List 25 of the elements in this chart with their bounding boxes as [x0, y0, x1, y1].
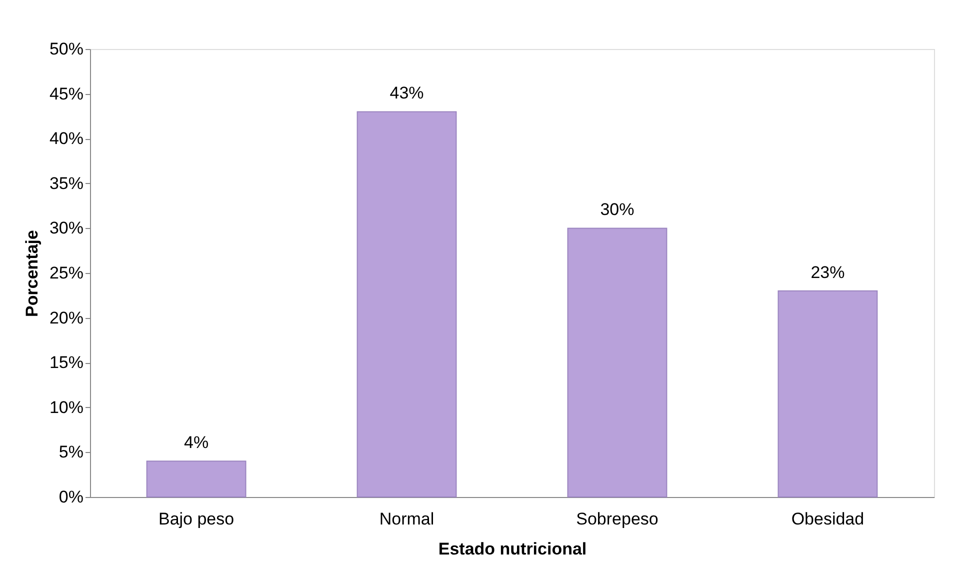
bar	[146, 460, 246, 498]
bar	[356, 111, 457, 498]
y-tick-label: 35%	[49, 174, 84, 193]
y-axis-title: Porcentaje	[22, 230, 42, 317]
y-tick-label: 15%	[49, 353, 84, 372]
y-tick-label: 40%	[49, 129, 84, 148]
bar	[778, 290, 878, 498]
data-label: 23%	[810, 262, 845, 282]
x-tick-label: Obesidad	[791, 510, 864, 528]
y-tick-label: 0%	[58, 488, 84, 506]
data-label: 4%	[184, 433, 209, 452]
data-label: 43%	[390, 84, 424, 103]
y-tick-label: 20%	[49, 308, 84, 328]
y-tick-label: 5%	[58, 442, 84, 462]
y-tick-label: 30%	[49, 218, 84, 238]
data-label: 30%	[600, 200, 634, 220]
y-tick-label: 25%	[49, 264, 84, 282]
y-tick-label: 50%	[49, 40, 84, 58]
x-tick-label: Sobrepeso	[576, 510, 658, 528]
x-tick-label: Normal	[379, 510, 434, 528]
x-axis-title: Estado nutricional	[438, 540, 587, 558]
y-tick-label: 10%	[49, 398, 84, 417]
bar	[567, 228, 668, 498]
x-tick-label: Bajo peso	[158, 510, 234, 528]
y-tick-label: 45%	[49, 84, 84, 104]
